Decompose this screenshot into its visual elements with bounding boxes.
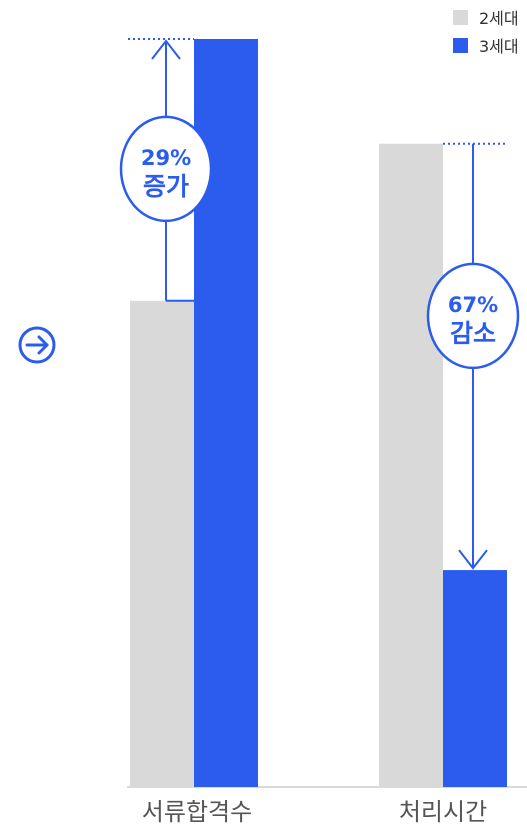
change-annotation-0: 29%증가 (119, 38, 213, 302)
category-label: 서류합격수 (142, 798, 252, 826)
category-label: 처리시간 (399, 798, 487, 826)
annotation-arrow-head (151, 39, 181, 60)
bar-3gen-1 (443, 570, 507, 787)
annotation-arrow-head (458, 549, 488, 570)
change-annotation-1: 67%감소 (426, 142, 520, 570)
annotation-word: 증가 (143, 172, 189, 201)
bars-group (130, 39, 507, 788)
legend: 2세대 3세대 (453, 9, 519, 56)
bar-2gen-0 (130, 300, 194, 787)
bar-2gen-1 (379, 143, 443, 788)
annotation-word: 감소 (450, 319, 496, 348)
annotation-percent: 29% (141, 146, 191, 170)
circle-arrow-right-icon (18, 326, 56, 364)
legend-label-3: 3세대 (479, 37, 519, 56)
annotation-percent: 67% (448, 293, 498, 317)
legend-swatch-2 (453, 10, 468, 25)
annotation-badge (426, 262, 520, 370)
annotation-badge (119, 115, 213, 223)
legend-label-2: 2세대 (479, 9, 519, 28)
legend-swatch-3 (453, 38, 468, 53)
annotations-group: 29%증가 67%감소 (119, 38, 520, 570)
